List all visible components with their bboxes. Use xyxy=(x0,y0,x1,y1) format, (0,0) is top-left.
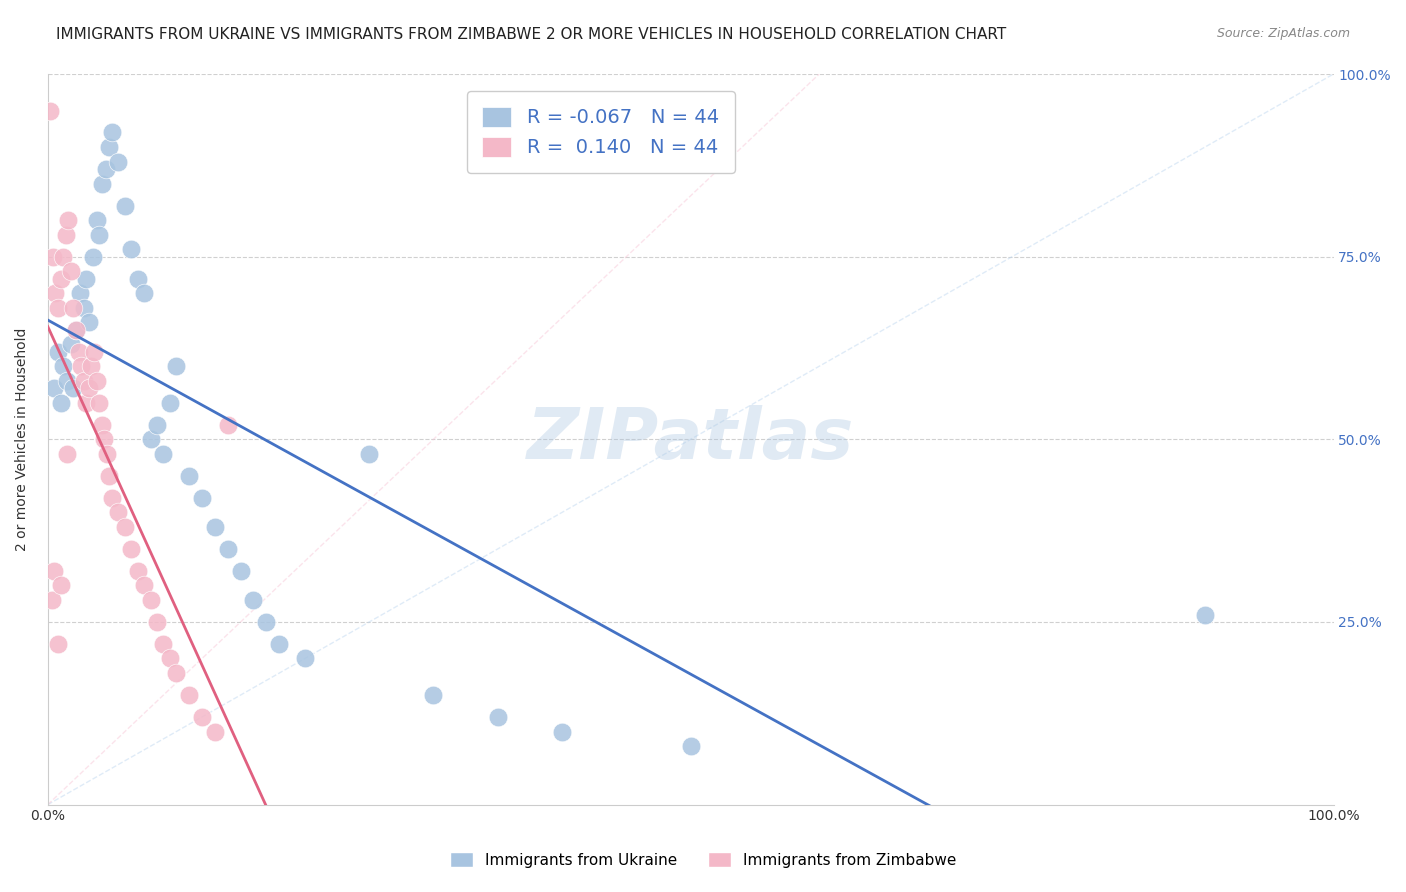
Point xyxy=(139,593,162,607)
Point xyxy=(49,396,72,410)
Point xyxy=(80,359,103,374)
Point xyxy=(179,688,201,702)
Legend: Immigrants from Ukraine, Immigrants from Zimbabwe: Immigrants from Ukraine, Immigrants from… xyxy=(441,844,965,875)
Point xyxy=(191,491,214,505)
Point xyxy=(242,593,264,607)
Point xyxy=(44,286,66,301)
Point xyxy=(44,381,66,395)
Point xyxy=(83,344,105,359)
Text: IMMIGRANTS FROM UKRAINE VS IMMIGRANTS FROM ZIMBABWE 2 OR MORE VEHICLES IN HOUSEH: IMMIGRANTS FROM UKRAINE VS IMMIGRANTS FR… xyxy=(56,27,1007,42)
Point xyxy=(114,198,136,212)
Point xyxy=(139,433,162,447)
Point xyxy=(204,724,226,739)
Point xyxy=(77,315,100,329)
Point xyxy=(120,243,142,257)
Point xyxy=(152,447,174,461)
Point xyxy=(107,505,129,519)
Legend: R = -0.067   N = 44, R =  0.140   N = 44: R = -0.067 N = 44, R = 0.140 N = 44 xyxy=(467,91,734,173)
Point xyxy=(152,637,174,651)
Point xyxy=(86,374,108,388)
Point xyxy=(120,541,142,556)
Point xyxy=(551,724,574,739)
Point xyxy=(204,520,226,534)
Point xyxy=(67,344,90,359)
Point xyxy=(107,154,129,169)
Point xyxy=(98,140,121,154)
Point xyxy=(179,468,201,483)
Text: Source: ZipAtlas.com: Source: ZipAtlas.com xyxy=(1216,27,1350,40)
Point xyxy=(191,710,214,724)
Point xyxy=(75,396,97,410)
Point xyxy=(217,541,239,556)
Y-axis label: 2 or more Vehicles in Household: 2 or more Vehicles in Household xyxy=(15,327,30,551)
Point xyxy=(90,417,112,432)
Point xyxy=(59,264,82,278)
Point xyxy=(146,417,169,432)
Point xyxy=(56,374,79,388)
Point xyxy=(127,564,149,578)
Point xyxy=(127,271,149,285)
Point xyxy=(46,637,69,651)
Point xyxy=(55,227,77,242)
Point xyxy=(217,417,239,432)
Point xyxy=(52,359,75,374)
Point xyxy=(269,637,291,651)
Point xyxy=(62,301,84,315)
Point xyxy=(294,651,316,665)
Point xyxy=(41,593,63,607)
Point xyxy=(59,337,82,351)
Point xyxy=(93,433,115,447)
Point xyxy=(49,271,72,285)
Point xyxy=(75,271,97,285)
Point xyxy=(46,301,69,315)
Point xyxy=(62,381,84,395)
Point xyxy=(165,359,187,374)
Point xyxy=(39,103,62,118)
Point xyxy=(101,126,124,140)
Point xyxy=(70,359,93,374)
Point xyxy=(77,381,100,395)
Point xyxy=(486,710,509,724)
Point xyxy=(73,301,96,315)
Point xyxy=(165,666,187,681)
Point xyxy=(65,323,87,337)
Point xyxy=(1194,607,1216,622)
Point xyxy=(98,468,121,483)
Point xyxy=(359,447,381,461)
Point xyxy=(65,323,87,337)
Point xyxy=(44,564,66,578)
Point xyxy=(73,374,96,388)
Point xyxy=(82,250,104,264)
Point xyxy=(159,651,181,665)
Point xyxy=(58,213,80,227)
Point xyxy=(86,213,108,227)
Point xyxy=(56,447,79,461)
Point xyxy=(96,447,118,461)
Point xyxy=(46,344,69,359)
Point xyxy=(101,491,124,505)
Point xyxy=(229,564,252,578)
Point xyxy=(49,578,72,592)
Text: ZIPatlas: ZIPatlas xyxy=(527,405,855,474)
Point xyxy=(69,286,91,301)
Point xyxy=(254,615,277,629)
Point xyxy=(134,578,156,592)
Point xyxy=(146,615,169,629)
Point xyxy=(52,250,75,264)
Point xyxy=(89,227,111,242)
Point xyxy=(90,177,112,191)
Point xyxy=(94,161,117,176)
Point xyxy=(134,286,156,301)
Point xyxy=(114,520,136,534)
Point xyxy=(159,396,181,410)
Point xyxy=(422,688,444,702)
Point xyxy=(42,250,65,264)
Point xyxy=(89,396,111,410)
Point xyxy=(679,739,702,754)
